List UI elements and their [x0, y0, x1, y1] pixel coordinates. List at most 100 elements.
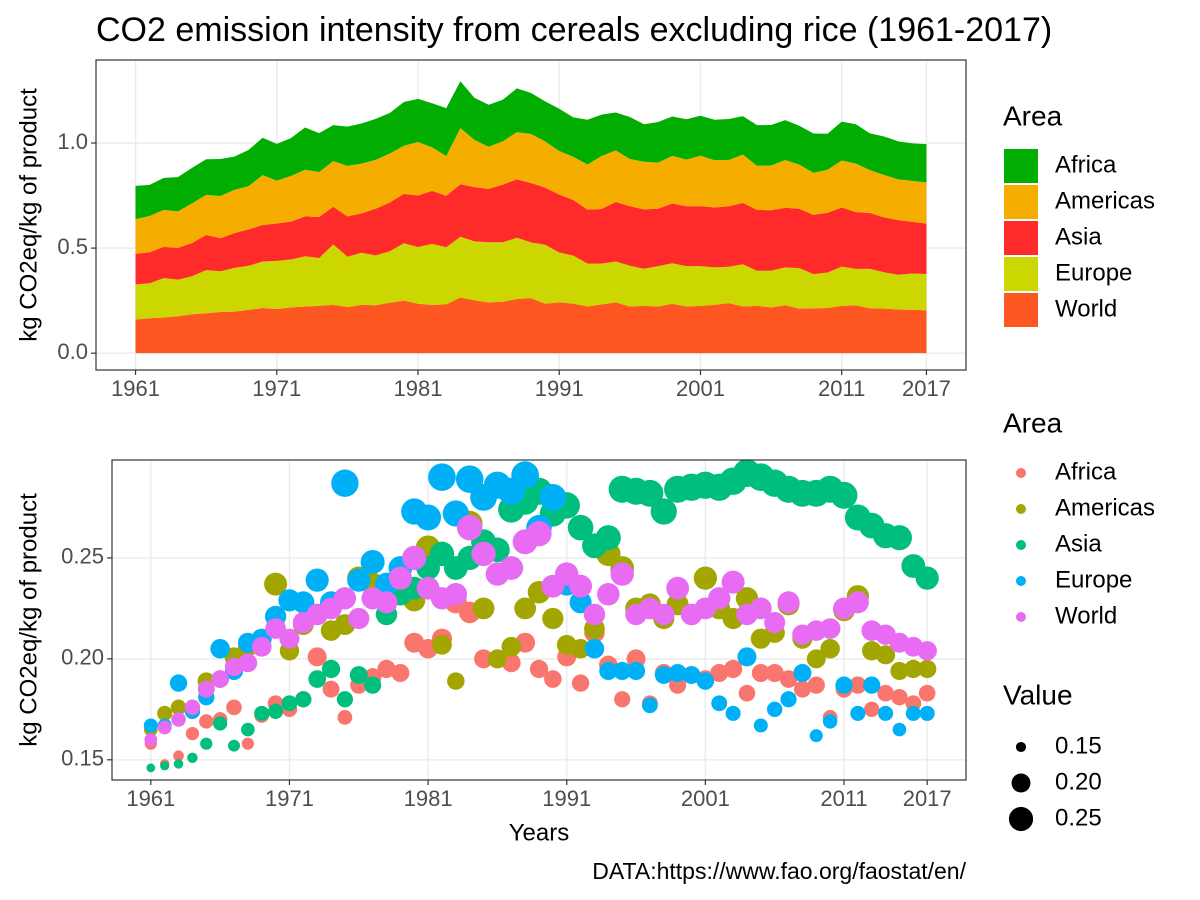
area: [135, 297, 927, 354]
legend-label: Europe: [1055, 259, 1132, 286]
point: [806, 649, 826, 669]
point: [636, 479, 664, 507]
point: [721, 570, 745, 594]
point: [654, 666, 673, 684]
point: [337, 710, 353, 725]
point: [650, 498, 677, 525]
point: [613, 661, 632, 681]
point: [830, 481, 858, 509]
point: [850, 705, 866, 721]
point: [415, 504, 442, 531]
legend-label: World: [1055, 602, 1117, 629]
plot-border: [111, 459, 967, 781]
point: [184, 699, 201, 716]
point: [738, 684, 756, 702]
point: [807, 676, 825, 694]
x-tick-label: 1991: [542, 786, 591, 811]
point: [211, 670, 229, 688]
point: [388, 566, 413, 590]
point: [254, 705, 270, 721]
legend-swatch: [1016, 612, 1026, 622]
point: [846, 591, 869, 614]
point: [526, 521, 552, 547]
y-tick-label: 0.0: [57, 339, 88, 364]
point: [447, 672, 465, 690]
legend-swatch: [1004, 185, 1038, 219]
legend-swatch: [1016, 468, 1026, 478]
point: [668, 663, 687, 683]
point: [213, 716, 228, 731]
plot-border: [95, 59, 967, 371]
legend-label: Africa: [1055, 458, 1117, 485]
point: [444, 583, 468, 606]
point: [160, 761, 170, 771]
point: [809, 729, 823, 743]
point: [780, 691, 797, 708]
point: [347, 568, 371, 592]
legend-title: Area: [1003, 100, 1063, 131]
point: [173, 759, 184, 769]
point: [295, 691, 312, 708]
x-axis-title: Years: [509, 819, 570, 846]
point: [569, 574, 593, 598]
point: [391, 663, 410, 683]
area: [135, 236, 927, 320]
point: [542, 607, 564, 630]
area: [135, 128, 927, 254]
point: [228, 739, 240, 752]
point: [238, 653, 258, 673]
plot-background: [112, 460, 966, 780]
y-tick-label: 0.5: [57, 234, 88, 259]
point: [307, 647, 327, 667]
point: [918, 684, 936, 702]
point: [501, 636, 522, 657]
x-tick-label: 2017: [902, 376, 951, 401]
point: [471, 541, 496, 567]
point: [864, 701, 880, 718]
point: [336, 691, 354, 708]
point: [777, 591, 800, 614]
point: [377, 659, 396, 679]
legend-label: Asia: [1055, 530, 1102, 557]
point: [571, 674, 590, 692]
point: [529, 659, 549, 679]
legend-swatch: [1004, 149, 1038, 183]
point: [197, 680, 215, 698]
point: [822, 714, 838, 729]
legend-label: World: [1055, 295, 1117, 322]
point: [544, 670, 562, 688]
x-tick-label: 1971: [252, 376, 301, 401]
chart-title: CO2 emission intensity from cereals excl…: [96, 11, 1052, 49]
y-tick-label: 0.15: [61, 746, 104, 771]
point: [877, 684, 894, 702]
point: [751, 663, 770, 683]
x-tick-label: 1971: [265, 786, 314, 811]
point: [200, 737, 213, 750]
point: [764, 612, 786, 634]
y-axis-title: kg CO2eq/kg of product: [15, 493, 42, 747]
point: [653, 603, 675, 626]
point: [765, 663, 784, 683]
legend-label: 0.20: [1055, 768, 1102, 795]
point: [360, 549, 385, 574]
area: [135, 179, 927, 285]
y-tick-label: 0.20: [61, 645, 104, 670]
point: [708, 587, 731, 610]
point: [876, 645, 896, 665]
point: [348, 607, 370, 630]
point: [157, 705, 173, 721]
point: [322, 680, 340, 698]
x-tick-label: 1961: [126, 786, 175, 811]
x-tick-label: 1981: [394, 376, 443, 401]
legend-swatch: [1016, 504, 1026, 514]
legend-label: Americas: [1055, 187, 1155, 214]
point: [210, 638, 230, 659]
point: [226, 699, 242, 716]
y-tick-label: 1.0: [57, 129, 88, 154]
point: [749, 597, 772, 620]
legend-swatch: [1004, 221, 1038, 255]
point: [364, 676, 382, 694]
x-tick-label: 2011: [818, 376, 865, 401]
point: [711, 695, 728, 712]
